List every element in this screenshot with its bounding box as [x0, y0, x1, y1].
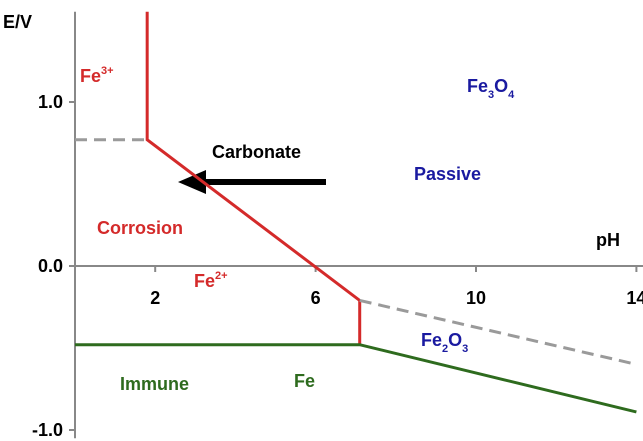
y-tick-label: -1.0 — [32, 420, 63, 440]
label-part: Fe — [294, 371, 315, 391]
label-part: 3+ — [101, 65, 114, 77]
label-part: Fe — [194, 271, 215, 291]
region-label: Corrosion — [97, 218, 183, 238]
region-label: Fe3+ — [80, 65, 114, 86]
region-label: Fe3O4 — [467, 76, 515, 101]
region-label: Immune — [120, 374, 189, 394]
x-tick-label: 2 — [150, 288, 160, 308]
arrow-head — [178, 170, 206, 194]
label-part: Fe — [421, 330, 442, 350]
label-part: Fe — [80, 66, 101, 86]
label-part: Fe — [467, 76, 488, 96]
label-part: O — [448, 330, 462, 350]
x-tick-label: 6 — [311, 288, 321, 308]
label-part: 2 — [442, 343, 448, 355]
boundary-line — [145, 11, 362, 345]
boundary-line — [359, 298, 637, 366]
label-part: Immune — [120, 374, 189, 394]
region-label: Passive — [414, 164, 481, 184]
y-axis-label: E/V — [3, 12, 32, 32]
region-label: Carbonate — [212, 142, 301, 162]
region-label: Fe — [294, 371, 315, 391]
region-label: Fe2O3 — [421, 330, 468, 355]
y-tick-label: 1.0 — [38, 92, 63, 112]
label-part: 2+ — [215, 270, 228, 282]
label-part: 3 — [488, 89, 494, 101]
label-part: 3 — [462, 343, 468, 355]
region-label: Fe2+ — [194, 270, 228, 291]
y-tick-label: 0.0 — [38, 256, 63, 276]
x-axis-label: pH — [596, 230, 620, 250]
x-tick-label: 14 — [626, 288, 643, 308]
label-part: Corrosion — [97, 218, 183, 238]
label-part: Carbonate — [212, 142, 301, 162]
x-tick-label: 10 — [466, 288, 486, 308]
label-part: Passive — [414, 164, 481, 184]
boundary-line — [75, 343, 637, 414]
label-part: O — [494, 76, 508, 96]
label-part: 4 — [508, 89, 515, 101]
